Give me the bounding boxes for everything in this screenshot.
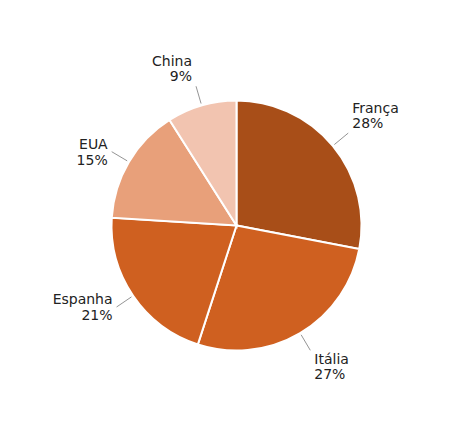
slice-value-label: 15%	[77, 152, 108, 168]
slice	[237, 101, 362, 249]
leader-line	[334, 133, 348, 144]
slice-label: Itália	[314, 351, 349, 367]
pie	[112, 101, 362, 351]
slice-label: China	[152, 53, 192, 69]
leader-line	[301, 335, 310, 350]
slice-label: EUA	[79, 136, 108, 152]
slice-label: Espanha	[53, 291, 113, 307]
slice-value-label: 28%	[352, 115, 383, 131]
slice-value-label: 9%	[170, 68, 192, 84]
leader-line	[117, 297, 132, 307]
leader-line	[112, 152, 127, 161]
slice	[112, 218, 237, 345]
slice-label: França	[352, 100, 399, 116]
leader-line	[196, 86, 201, 103]
slice-value-label: 21%	[81, 307, 112, 323]
slice	[170, 101, 237, 226]
labels: França28% Itália27% Espanha21% EUA15% China9…	[53, 53, 399, 382]
chart: França28% Itália27% Espanha21% EUA15% China9…	[0, 0, 473, 443]
slice-value-label: 27%	[314, 366, 345, 382]
